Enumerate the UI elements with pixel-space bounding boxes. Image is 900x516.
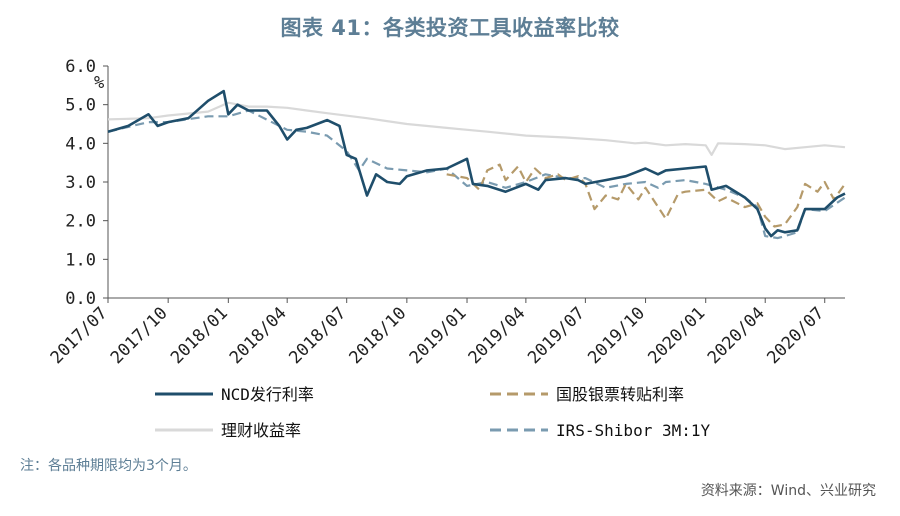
y-axis-label: %	[94, 73, 104, 93]
x-tick-label: 2020/01	[644, 303, 709, 368]
legend-label-3: IRS-Shibor 3M:1Y	[556, 421, 710, 440]
x-tick-label: 2018/07	[285, 303, 350, 368]
x-tick-label: 2018/01	[167, 303, 232, 368]
x-tick-label: 2019/10	[584, 303, 649, 368]
y-tick-label: 0.0	[65, 289, 96, 309]
x-tick-label: 2019/07	[524, 303, 589, 368]
series-line-0	[107, 89, 846, 238]
x-tick-label: 2018/10	[346, 303, 411, 368]
y-tick-label: 1.0	[65, 250, 96, 270]
legend-label-1: 国股银票转贴利率	[556, 385, 684, 404]
x-tick-label: 2019/04	[465, 303, 530, 368]
series-line-2	[107, 101, 846, 156]
legend-label-2: 理财收益率	[221, 421, 301, 440]
y-tick-label: 5.0	[65, 96, 96, 116]
chart-title: 图表 41：各类投资工具收益率比较	[280, 16, 620, 40]
x-tick-label: 2020/07	[763, 303, 828, 368]
x-tick-label: 2019/01	[406, 303, 471, 368]
legend-label-0: NCD发行利率	[221, 385, 314, 404]
x-tick-label: 2017/07	[47, 303, 112, 368]
x-tick-label: 2018/04	[226, 303, 291, 368]
chart-axes: 0.01.02.03.04.05.06.0%2017/072017/102018…	[47, 57, 845, 368]
x-tick-label: 2020/04	[704, 303, 769, 368]
footnote: 注：各品种期限均为3个月。	[20, 458, 197, 474]
source-credit: 资料来源：Wind、兴业研究	[700, 483, 876, 499]
series-layer	[107, 89, 846, 240]
y-tick-label: 2.0	[65, 212, 96, 232]
x-tick-label: 2017/10	[107, 303, 172, 368]
y-tick-label: 6.0	[65, 57, 96, 77]
series-line-1	[446, 163, 846, 228]
y-tick-label: 3.0	[65, 173, 96, 193]
y-tick-label: 4.0	[65, 134, 96, 154]
